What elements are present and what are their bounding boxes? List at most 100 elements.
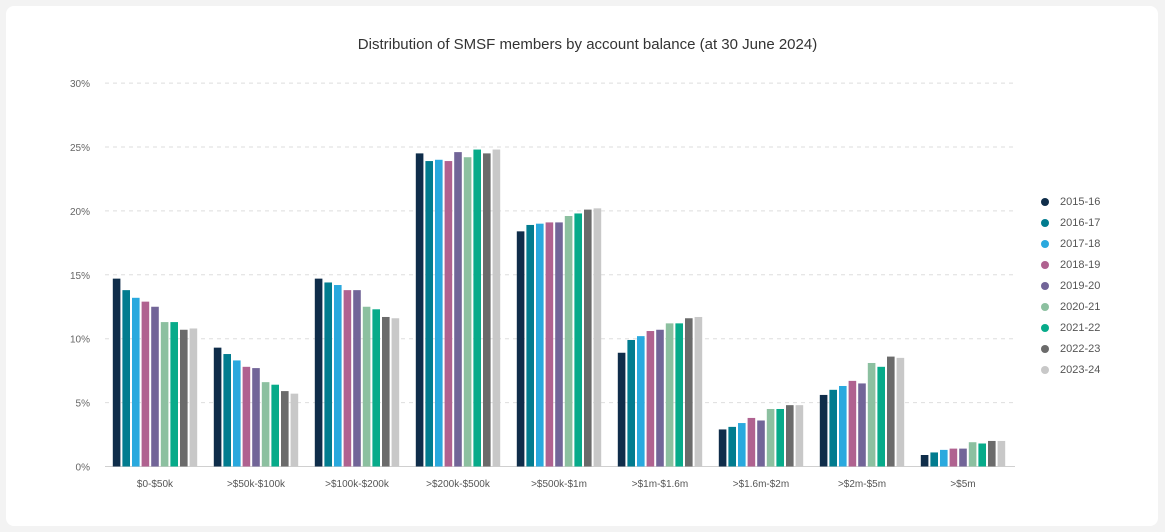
legend-item[interactable]: 2020-21	[1041, 296, 1100, 317]
bar-2015-16	[819, 394, 828, 467]
bar-2022-23	[887, 356, 895, 467]
bar-2015-16	[920, 454, 929, 467]
legend-item[interactable]: 2018-19	[1041, 254, 1100, 275]
bar-2023-24	[795, 405, 804, 467]
legend-dot-icon	[1041, 218, 1049, 227]
legend-item[interactable]: 2017-18	[1041, 233, 1100, 254]
bar-2021-22	[372, 309, 380, 467]
y-tick-label: 30%	[70, 79, 90, 90]
bar-2022-23	[483, 153, 491, 467]
legend-label: 2022-23	[1060, 342, 1101, 355]
legend-item[interactable]: 2023-24	[1041, 359, 1100, 380]
bar-2023-24	[189, 328, 198, 467]
bar-2019-20	[959, 448, 967, 467]
bar-2018-19	[242, 366, 251, 467]
bar-2015-16	[112, 278, 121, 467]
x-tick-label: >$100k-$200k	[325, 479, 390, 490]
bar-2019-20	[252, 368, 260, 467]
bar-2020-21	[463, 157, 472, 467]
x-tick-label: >$1.6m-$2m	[733, 479, 789, 490]
bar-2021-22	[877, 366, 885, 467]
bar-2017-18	[132, 297, 140, 467]
x-tick-label: >$50k-$100k	[227, 479, 286, 490]
bar-2021-22	[776, 408, 784, 467]
bar-2018-19	[949, 448, 958, 467]
bar-2020-21	[867, 362, 876, 467]
legend-label: 2015-16	[1060, 195, 1101, 208]
legend: 2015-16 2016-17 2017-18 2018-19 2019-20 2020-…	[1041, 191, 1100, 380]
bar-2019-20	[656, 329, 664, 467]
bar-2017-18	[839, 385, 847, 467]
chart-title: Distribution of SMSF members by account …	[357, 36, 818, 53]
bar-2016-17	[324, 282, 332, 467]
legend-dot-icon	[1041, 302, 1049, 311]
bar-2015-16	[314, 278, 323, 467]
y-tick-label: 25%	[70, 143, 90, 154]
legend-label: 2021-22	[1060, 321, 1101, 334]
legend-item[interactable]: 2015-16	[1041, 191, 1100, 212]
legend-label: 2023-24	[1060, 363, 1101, 376]
x-tick-label: >$2m-$5m	[838, 479, 886, 490]
legend-label: 2020-21	[1060, 300, 1101, 313]
bar-2023-24	[997, 440, 1006, 467]
x-tick-label: $0-$50k	[137, 479, 174, 490]
bar-2020-21	[665, 323, 674, 467]
legend-item[interactable]: 2019-20	[1041, 275, 1100, 296]
bar-2015-16	[213, 347, 222, 467]
bar-2017-18	[334, 285, 342, 467]
y-tick-label: 15%	[70, 271, 90, 282]
bar-2023-24	[593, 208, 602, 467]
bar-2016-17	[425, 161, 433, 467]
legend-dot-icon	[1041, 239, 1049, 248]
x-tick-label: >$500k-$1m	[531, 479, 587, 490]
y-tick-label: 20%	[70, 207, 90, 218]
bar-2022-23	[584, 209, 592, 467]
bar-2015-16	[516, 231, 525, 467]
bar-2020-21	[160, 322, 169, 467]
legend-item[interactable]: 2022-23	[1041, 338, 1100, 359]
legend-label: 2016-17	[1060, 216, 1101, 229]
bar-2015-16	[718, 429, 727, 467]
bar-2019-20	[757, 420, 765, 467]
x-tick-label: >$5m	[950, 479, 975, 490]
bar-2022-23	[180, 329, 188, 467]
bar-2017-18	[233, 360, 241, 467]
legend-dot-icon	[1041, 197, 1049, 206]
bar-2020-21	[564, 216, 573, 467]
bar-2015-16	[415, 153, 424, 467]
bar-2016-17	[627, 339, 635, 467]
bar-2016-17	[223, 354, 231, 467]
bar-2018-19	[747, 417, 756, 467]
bar-2023-24	[492, 149, 501, 467]
bar-2019-20	[151, 306, 159, 467]
bar-2016-17	[930, 452, 938, 467]
bar-2021-22	[675, 323, 683, 467]
bar-2020-21	[766, 408, 775, 467]
legend-label: 2018-19	[1060, 258, 1101, 271]
bar-2019-20	[555, 222, 563, 467]
bar-2022-23	[786, 405, 794, 467]
bar-2023-24	[896, 357, 905, 467]
x-tick-label: >$1m-$1.6m	[632, 479, 688, 490]
bar-2017-18	[536, 223, 544, 467]
bar-2022-23	[685, 318, 693, 467]
bar-2022-23	[988, 440, 996, 467]
bar-2016-17	[829, 389, 837, 467]
bar-2020-21	[362, 306, 371, 467]
bar-2015-16	[617, 352, 626, 467]
legend-item[interactable]: 2016-17	[1041, 212, 1100, 233]
legend-dot-icon	[1041, 365, 1049, 374]
bar-2022-23	[382, 316, 390, 467]
bar-2020-21	[968, 442, 977, 467]
bar-2018-19	[343, 290, 352, 467]
legend-item[interactable]: 2021-22	[1041, 317, 1100, 338]
bar-2018-19	[848, 380, 857, 467]
legend-label: 2019-20	[1060, 279, 1101, 292]
bar-2018-19	[646, 331, 655, 467]
y-tick-label: 5%	[76, 399, 91, 410]
bar-2016-17	[122, 290, 130, 467]
bar-2019-20	[353, 290, 361, 467]
y-tick-label: 0%	[76, 463, 91, 474]
legend-dot-icon	[1041, 323, 1049, 332]
